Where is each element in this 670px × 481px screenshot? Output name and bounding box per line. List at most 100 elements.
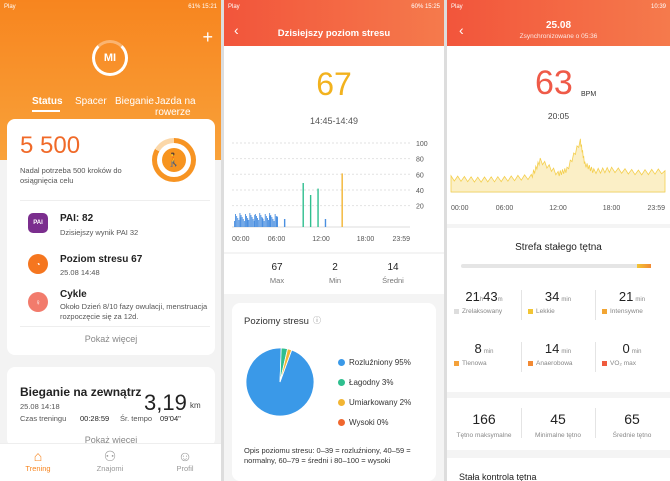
help-icon[interactable]: ⓘ: [313, 316, 321, 325]
stress-range: 14:45-14:49: [309, 116, 359, 126]
back-icon[interactable]: ‹: [234, 22, 239, 38]
tab-spacer[interactable]: Spacer: [75, 96, 107, 107]
hr-stat-label: Minimalne tętno: [535, 432, 581, 439]
run-pace: 09'04": [160, 414, 181, 423]
stress-bar: [259, 213, 261, 227]
hr-stat-label: Tętno maksymalne: [456, 432, 512, 439]
run-title: Bieganie na zewnątrz: [20, 385, 142, 399]
nav-profil[interactable]: ☺ Profil: [155, 448, 215, 473]
status-time: 60% 15:25: [411, 4, 440, 10]
stat-max: 67: [271, 262, 283, 273]
steps-subtitle: Nadal potrzeba 500 kroków do osiągnięcia…: [20, 166, 122, 185]
stress-bar: [235, 214, 236, 227]
nav-znajomi[interactable]: ⚇ Znajomi: [80, 448, 140, 473]
nav-label: Trening: [25, 464, 51, 473]
stress-bar: [240, 215, 242, 227]
stress-bar: [257, 218, 258, 227]
zone-label: Lekkie: [528, 308, 598, 315]
stress-bar: [302, 183, 304, 227]
mi-logo[interactable]: MI: [92, 40, 128, 76]
pie-slice: [279, 348, 293, 383]
stress-title[interactable]: Poziom stresu 67: [60, 254, 143, 265]
hr-stat-value: 166: [472, 411, 496, 427]
show-more-button[interactable]: Pokaż więcej: [84, 334, 138, 344]
page-title: Dzisiejszy poziom stresu: [277, 28, 391, 39]
stat-avg-label: Średni: [382, 276, 404, 285]
run-unit: km: [190, 401, 201, 410]
stress-bar: [239, 217, 241, 227]
zone-panel: [447, 228, 670, 392]
stress-bar: [275, 216, 277, 227]
zone-label: Tlenowa: [454, 360, 524, 367]
tab-bieganie[interactable]: Bieganie: [115, 96, 154, 107]
legend-dot: [338, 379, 345, 386]
stress-bar: [251, 217, 253, 227]
x-tick-label: 23:59: [647, 205, 665, 212]
chart-panel: [447, 46, 670, 224]
zone-label: VO₂ max: [602, 360, 670, 367]
stress-bar: [283, 219, 286, 227]
cycle-subtitle: Około Dzień 8/10 fazy owulacji, menstrua…: [60, 302, 208, 321]
run-card[interactable]: [7, 367, 215, 447]
stress-bar: [261, 218, 264, 227]
stress-chart[interactable]: 100 80 60 40 20 00:00 06:00 12:00 18:00 23:59: [224, 135, 444, 245]
stat-min: 2: [332, 262, 338, 273]
tab-indicator: [32, 110, 60, 112]
legend-rozluzniony: Rozluźniony 95%: [338, 358, 411, 367]
stress-bar: [234, 221, 235, 227]
x-tick-label: 12:00: [312, 236, 330, 243]
stress-value: 67: [316, 66, 352, 102]
zone-color-swatch: [602, 308, 607, 314]
stress-bar: [241, 217, 243, 227]
status-carrier: Play: [451, 4, 463, 10]
stress-gauge-icon: ◔: [28, 254, 48, 274]
pai-title[interactable]: PAI: 82: [60, 213, 94, 224]
show-more-button-2[interactable]: Pokaż więcej: [84, 435, 138, 445]
stat-avg: 14: [387, 262, 399, 273]
nav-trening[interactable]: ⌂ Trening: [8, 448, 68, 473]
stress-pie: [245, 347, 315, 417]
stress-bar: [258, 220, 260, 227]
zone-label: Intensywne: [602, 308, 670, 315]
status-carrier: Play: [4, 4, 16, 10]
home-icon: ⌂: [33, 448, 43, 464]
y-tick-label: 20: [416, 204, 424, 211]
legend-label: Rozluźniony 95%: [349, 358, 411, 367]
legend-dot: [338, 419, 345, 426]
zone-value: 14 min: [544, 341, 572, 356]
divider: [521, 408, 522, 438]
stress-bar: [272, 219, 274, 227]
tab-status[interactable]: Status: [32, 96, 63, 107]
tab-rower[interactable]: Jazda na rowerze: [155, 96, 196, 118]
stress-bar: [267, 218, 268, 227]
header: [224, 0, 444, 46]
run-time: 00:28:59: [80, 414, 110, 423]
hr-stat-value: 45: [550, 411, 566, 427]
y-tick-label: 100: [416, 141, 428, 148]
run-time-label: Czas treningu: [20, 414, 67, 423]
stress-bar: [245, 214, 246, 227]
run-date: 25.08 14:18: [20, 402, 60, 411]
back-icon[interactable]: ‹: [459, 22, 464, 38]
stress-bar: [252, 219, 254, 227]
heart-rate-chart[interactable]: 00:00 06:00 12:00 18:00 23:59: [447, 126, 670, 216]
stress-bar: [274, 214, 276, 227]
legend-dot: [338, 359, 345, 366]
divider: [595, 342, 596, 372]
stress-bar: [236, 216, 238, 227]
cycle-icon: ♀: [28, 292, 48, 312]
zone-color-swatch: [602, 360, 607, 366]
add-icon[interactable]: +: [202, 27, 213, 47]
zone-value: 8 min: [474, 341, 494, 356]
sync-info: Zsynchronizowane o 05:36: [519, 33, 598, 40]
stress-bar: [265, 216, 267, 227]
bpm-unit: BPM: [581, 91, 597, 98]
stat-min-label: Min: [328, 276, 342, 285]
divider: [20, 200, 210, 201]
legend-dot: [338, 399, 345, 406]
cycle-title[interactable]: Cykle: [60, 289, 87, 300]
stress-bar: [248, 220, 250, 227]
stress-bar: [309, 195, 312, 227]
status-carrier: Play: [228, 4, 240, 10]
steps-ring[interactable]: 🚶: [152, 138, 196, 182]
